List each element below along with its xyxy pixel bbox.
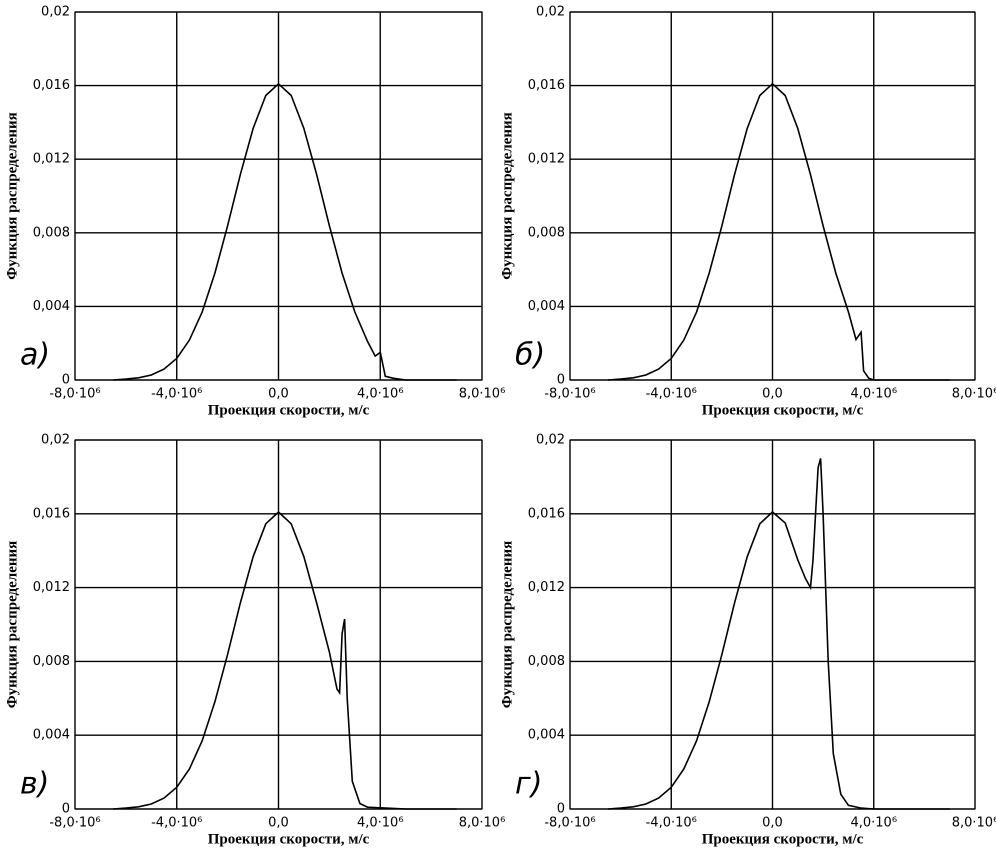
panel-label: б): [515, 338, 545, 373]
y-tick-label: 0,012: [33, 580, 70, 595]
y-tick-label: 0,008: [528, 654, 565, 669]
x-tick-label: -8,0·10⁶: [544, 816, 595, 831]
y-tick-label: 0: [557, 373, 565, 388]
y-tick-label: 0,008: [528, 225, 565, 240]
x-tick-label: 4,0·10⁶: [850, 816, 897, 831]
x-axis-label: Проекция скорости, м/с: [208, 831, 370, 847]
y-tick-label: 0,016: [33, 78, 70, 93]
y-axis-label: Функция распределения: [4, 541, 20, 708]
x-tick-label: 0,0: [268, 816, 289, 831]
panel-label: в): [20, 767, 49, 802]
x-tick-label: -4,0·10⁶: [151, 816, 202, 831]
y-tick-label: 0,016: [528, 78, 565, 93]
y-tick-label: 0,004: [33, 728, 70, 743]
y-tick-label: 0,02: [41, 433, 70, 448]
y-tick-label: 0,008: [33, 225, 70, 240]
y-tick-label: 0,02: [536, 5, 565, 20]
x-tick-label: 4,0·10⁶: [357, 816, 404, 831]
y-axis-label: Функция распределения: [499, 112, 515, 279]
x-axis-label: Проекция скорости, м/с: [702, 831, 864, 847]
distribution-line: [607, 82, 950, 381]
x-tick-label: -8,0·10⁶: [49, 387, 100, 402]
x-tick-label: -4,0·10⁶: [646, 816, 697, 831]
distribution-line: [607, 458, 950, 810]
panel-label: а): [20, 338, 50, 373]
y-axis-label: Функция распределения: [4, 112, 20, 279]
y-axis-label: Функция распределения: [499, 541, 515, 708]
x-tick-label: 0,0: [268, 387, 289, 402]
y-tick-label: 0,004: [33, 299, 70, 314]
x-tick-label: -8,0·10⁶: [544, 387, 595, 402]
y-tick-label: 0: [62, 373, 70, 388]
x-tick-label: 8,0·10⁶: [952, 816, 996, 831]
y-tick-label: 0,012: [528, 580, 565, 595]
x-tick-label: 8,0·10⁶: [459, 387, 506, 402]
y-tick-label: 0,004: [528, 728, 565, 743]
x-axis-label: Проекция скорости, м/с: [208, 402, 370, 418]
y-tick-label: 0,016: [33, 506, 70, 521]
distribution-line: [113, 510, 457, 810]
distribution-line: [113, 82, 457, 381]
y-tick-label: 0,016: [528, 506, 565, 521]
y-tick-label: 0,008: [33, 654, 70, 669]
y-tick-label: 0,012: [528, 152, 565, 167]
x-tick-label: -4,0·10⁶: [151, 387, 202, 402]
y-tick-label: 0: [557, 802, 565, 817]
x-tick-label: 8,0·10⁶: [459, 816, 506, 831]
x-axis-label: Проекция скорости, м/с: [702, 402, 864, 418]
x-tick-label: 4,0·10⁶: [850, 387, 897, 402]
x-tick-label: 8,0·10⁶: [952, 387, 996, 402]
y-tick-label: 0,004: [528, 299, 565, 314]
x-tick-label: -8,0·10⁶: [49, 816, 100, 831]
x-tick-label: -4,0·10⁶: [646, 387, 697, 402]
x-tick-label: 4,0·10⁶: [357, 387, 404, 402]
y-tick-label: 0,012: [33, 152, 70, 167]
panel-label: г): [515, 767, 542, 802]
y-tick-label: 0,02: [536, 433, 565, 448]
x-tick-label: 0,0: [762, 387, 783, 402]
y-tick-label: 0: [62, 802, 70, 817]
x-tick-label: 0,0: [762, 816, 783, 831]
y-tick-label: 0,02: [41, 5, 70, 20]
